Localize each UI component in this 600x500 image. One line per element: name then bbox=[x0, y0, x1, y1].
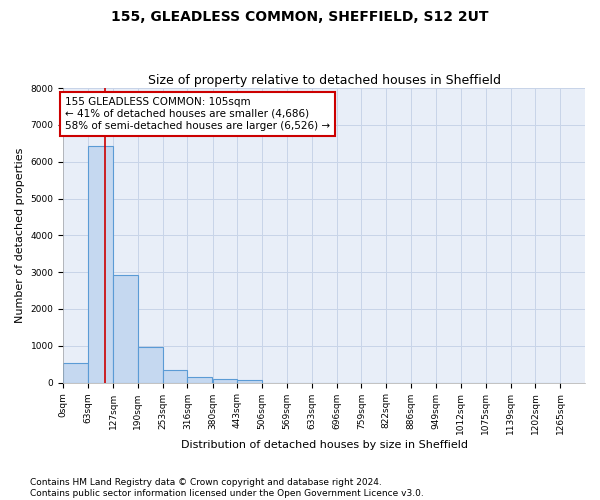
Bar bbox=[212, 378, 238, 382]
Text: Contains HM Land Registry data © Crown copyright and database right 2024.
Contai: Contains HM Land Registry data © Crown c… bbox=[30, 478, 424, 498]
Bar bbox=[238, 380, 262, 382]
X-axis label: Distribution of detached houses by size in Sheffield: Distribution of detached houses by size … bbox=[181, 440, 467, 450]
Bar bbox=[88, 146, 113, 382]
Bar bbox=[113, 275, 138, 382]
Bar bbox=[63, 362, 88, 382]
Title: Size of property relative to detached houses in Sheffield: Size of property relative to detached ho… bbox=[148, 74, 500, 87]
Bar bbox=[187, 377, 212, 382]
Text: 155, GLEADLESS COMMON, SHEFFIELD, S12 2UT: 155, GLEADLESS COMMON, SHEFFIELD, S12 2U… bbox=[111, 10, 489, 24]
Y-axis label: Number of detached properties: Number of detached properties bbox=[15, 148, 25, 323]
Bar bbox=[163, 370, 187, 382]
Text: 155 GLEADLESS COMMON: 105sqm
← 41% of detached houses are smaller (4,686)
58% of: 155 GLEADLESS COMMON: 105sqm ← 41% of de… bbox=[65, 98, 330, 130]
Bar bbox=[138, 348, 163, 382]
